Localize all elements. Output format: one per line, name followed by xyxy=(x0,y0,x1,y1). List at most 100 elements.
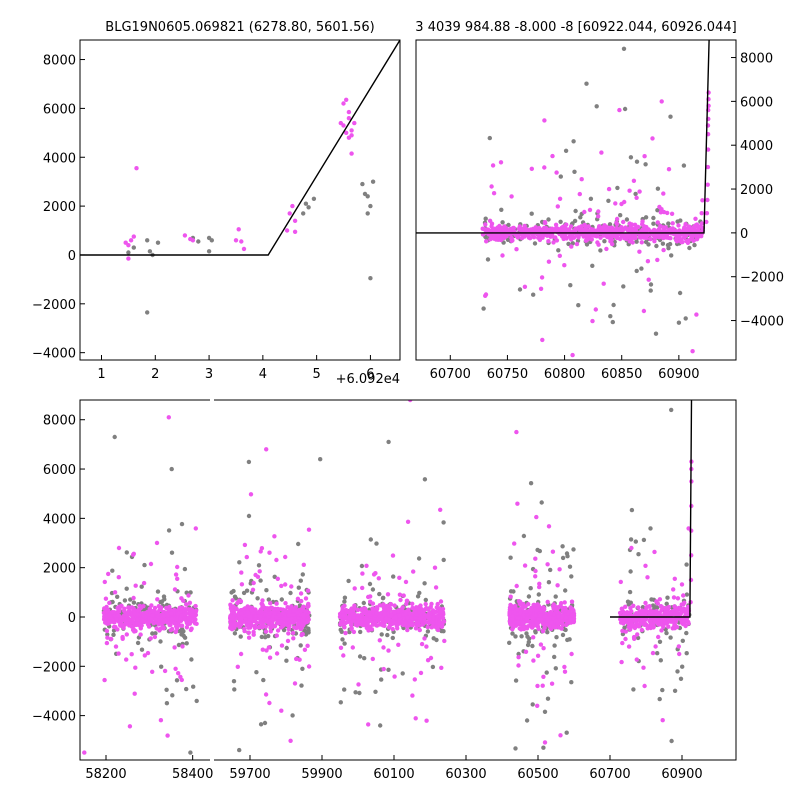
data-point xyxy=(291,608,297,613)
data-point xyxy=(508,555,513,560)
data-point xyxy=(301,614,306,619)
data-point xyxy=(573,227,578,232)
data-point xyxy=(241,246,247,252)
data-point xyxy=(699,211,704,216)
data-point xyxy=(647,604,652,609)
data-point xyxy=(236,227,241,232)
data-point xyxy=(142,619,147,625)
data-point xyxy=(622,236,627,241)
data-point xyxy=(666,624,671,629)
data-point xyxy=(621,227,626,233)
data-point xyxy=(633,191,638,197)
data-point xyxy=(495,225,500,230)
data-point xyxy=(152,605,158,611)
data-point xyxy=(436,620,442,625)
data-point xyxy=(666,167,672,172)
data-point xyxy=(376,576,381,581)
data-point xyxy=(637,249,642,254)
data-point xyxy=(620,640,625,646)
data-point xyxy=(608,314,613,319)
data-point xyxy=(268,601,273,606)
x-tick-label: 60100 xyxy=(373,767,414,782)
data-point xyxy=(541,745,546,750)
data-point xyxy=(417,627,422,633)
data-point xyxy=(648,623,653,628)
data-point xyxy=(157,628,162,633)
data-point xyxy=(517,287,523,292)
data-point xyxy=(124,586,129,591)
data-point xyxy=(591,228,596,233)
data-point xyxy=(139,584,144,589)
data-point xyxy=(626,644,632,649)
data-point xyxy=(563,627,568,633)
data-point xyxy=(381,605,387,611)
data-point xyxy=(305,618,310,623)
data-point xyxy=(553,594,558,599)
data-point xyxy=(359,563,365,569)
data-point xyxy=(569,599,575,604)
data-point xyxy=(552,643,557,648)
data-point xyxy=(242,628,247,634)
data-point xyxy=(303,632,309,637)
data-point xyxy=(260,625,265,630)
data-point xyxy=(377,603,382,608)
data-point xyxy=(164,687,169,692)
data-point xyxy=(111,632,116,637)
data-point xyxy=(683,608,689,614)
data-point xyxy=(652,549,657,555)
data-point xyxy=(670,226,675,231)
data-point xyxy=(286,631,291,636)
data-point xyxy=(288,618,294,624)
data-point xyxy=(490,227,495,232)
data-point xyxy=(368,203,373,209)
data-point xyxy=(500,220,505,225)
data-point xyxy=(655,220,660,225)
data-point xyxy=(104,628,110,634)
data-point xyxy=(365,211,370,216)
data-point xyxy=(231,604,236,609)
data-point xyxy=(500,253,505,258)
data-point xyxy=(364,563,369,568)
data-point xyxy=(275,576,280,581)
data-point xyxy=(599,150,604,155)
data-point xyxy=(594,104,599,109)
data-point xyxy=(680,638,685,643)
data-point xyxy=(172,587,178,592)
data-point xyxy=(636,624,641,629)
data-point xyxy=(302,647,308,652)
data-point xyxy=(558,733,563,738)
data-point xyxy=(524,616,530,622)
data-point xyxy=(583,223,588,229)
data-point xyxy=(169,550,175,555)
data-point xyxy=(267,700,272,706)
data-point xyxy=(435,613,440,619)
data-point xyxy=(524,631,529,636)
data-point xyxy=(515,607,520,612)
data-point xyxy=(127,724,133,729)
data-point xyxy=(543,622,549,627)
data-point xyxy=(299,683,304,688)
data-point xyxy=(401,593,406,598)
data-point xyxy=(405,598,410,604)
data-point xyxy=(705,197,710,203)
data-point xyxy=(267,655,273,660)
data-point xyxy=(554,170,559,175)
data-point xyxy=(284,658,289,663)
data-point xyxy=(297,657,302,662)
data-point xyxy=(191,684,196,689)
data-point xyxy=(639,240,644,245)
data-point xyxy=(540,629,546,634)
data-point xyxy=(184,625,190,630)
data-point xyxy=(560,632,566,638)
data-point xyxy=(393,615,398,620)
data-point xyxy=(257,569,262,574)
data-point xyxy=(169,611,174,616)
data-point xyxy=(632,222,638,227)
data-point xyxy=(438,599,444,604)
data-point xyxy=(568,224,574,229)
data-point xyxy=(422,477,428,482)
data-point xyxy=(667,241,673,247)
data-point xyxy=(553,222,559,227)
data-point xyxy=(676,644,681,649)
data-point xyxy=(241,590,247,596)
